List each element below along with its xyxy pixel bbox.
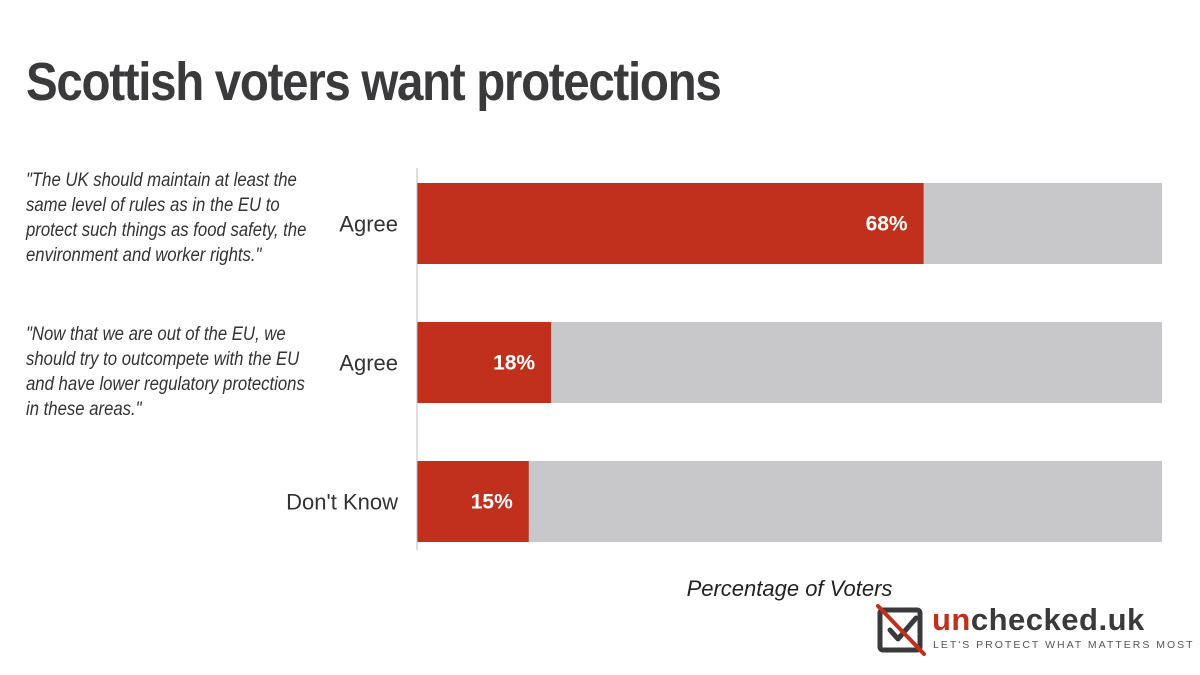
bar-0 [417,183,924,264]
brand-name-highlight: un [932,602,971,637]
brand-tagline: LET'S PROTECT WHAT MATTERS MOST [933,639,1195,651]
quote-agree-lower-protections: "Now that we are out of the EU, we shoul… [26,324,305,420]
bar-2 [417,461,529,542]
data-label-1: 18% [493,352,535,375]
data-label-2: 15% [471,491,513,514]
chart-title: Scottish voters want protections [26,52,722,112]
brand-name-rest: checked.uk [970,602,1145,637]
quote-agree-maintain-rules: "The UK should maintain at least the sam… [26,170,307,266]
x-axis-title: Percentage of Voters [686,576,893,601]
checkbox-logo-icon [876,604,926,656]
brand-logo: unchecked.uk LET'S PROTECT WHAT MATTERS … [876,602,1193,662]
brand-name: unchecked.uk [932,602,1145,638]
category-label-1: Agree [339,351,398,376]
bar-background-2 [417,461,1162,542]
category-label-2: Don't Know [286,490,398,515]
bar-1 [417,322,552,403]
category-label-0: Agree [339,212,398,237]
data-label-0: 68% [866,213,908,236]
